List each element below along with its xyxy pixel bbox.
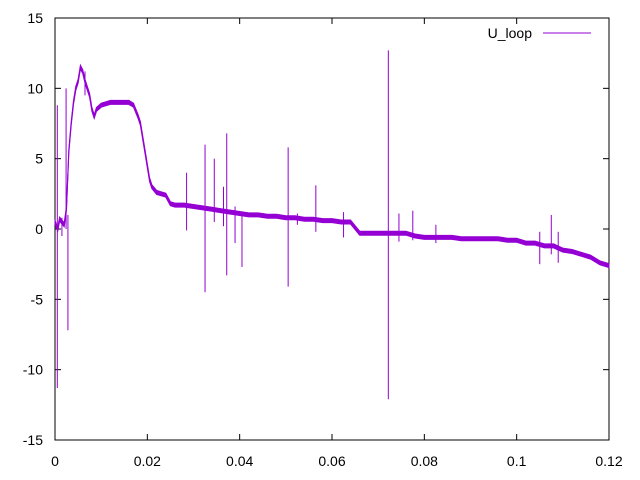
plot-area	[54, 17, 610, 441]
series-noise-band	[54, 63, 610, 269]
series-layer	[54, 50, 610, 400]
axis-ticks: 0 0.02 0.04 0.06 0.08 0.1 0.12 -15 -10 -5 0 5 10 15	[23, 10, 623, 469]
y-tick-label: -5	[31, 291, 44, 307]
series-line	[54, 65, 610, 267]
y-tick-label: 15	[27, 10, 43, 26]
legend: U_loop	[488, 25, 591, 41]
x-tick-label: 0.1	[507, 453, 527, 469]
y-tick-label: -10	[23, 362, 43, 378]
y-tick-label: 5	[35, 151, 43, 167]
x-tick-label: 0.08	[411, 453, 438, 469]
x-tick-label: 0.06	[318, 453, 345, 469]
y-tick-label: -15	[23, 432, 43, 448]
x-tick-label: 0.04	[226, 453, 253, 469]
x-tick-label: 0	[51, 453, 59, 469]
legend-label: U_loop	[488, 25, 533, 41]
x-tick-label: 0.02	[134, 453, 161, 469]
y-tick-label: 10	[27, 80, 43, 96]
x-tick-label: 0.12	[595, 453, 622, 469]
y-tick-label: 0	[35, 221, 43, 237]
